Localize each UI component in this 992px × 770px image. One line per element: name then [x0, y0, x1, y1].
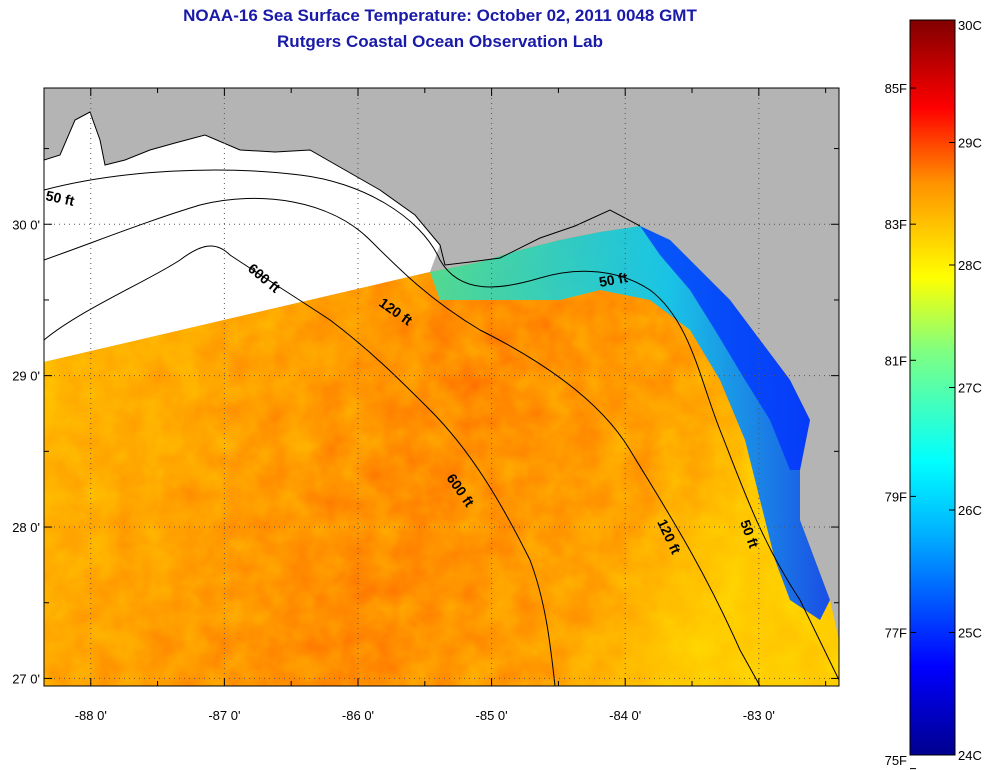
x-tick-label: -85 0'	[476, 708, 508, 723]
x-tick-label: -84 0'	[609, 708, 641, 723]
colorbar-fahrenheit-label: 79F	[885, 489, 907, 504]
colorbar-celsius-label: 26C	[958, 503, 982, 518]
colorbar-fahrenheit-label: 81F	[885, 353, 907, 368]
colorbar-fahrenheit-label: 75F	[885, 753, 907, 768]
contour-label-50ft-north: 50 ft	[598, 269, 629, 290]
x-tick-label: -86 0'	[342, 708, 374, 723]
y-tick-label: 27 0'	[12, 671, 40, 686]
y-tick-label: 29 0'	[12, 369, 40, 384]
colorbar-celsius-label: 30C	[958, 18, 982, 33]
x-tick-label: -83 0'	[743, 708, 775, 723]
y-tick-label: 28 0'	[12, 520, 40, 535]
colorbar-labels: 30C 29C 28C 27C 26C 25C 24C 85F 83F 81F 79F 77F 75F	[885, 18, 982, 770]
colorbar-celsius-label: 25C	[958, 626, 982, 641]
colorbar-celsius-label: 27C	[958, 381, 982, 396]
no-data-region	[44, 112, 440, 362]
x-tick-label: -88 0'	[75, 708, 107, 723]
coastline	[44, 111, 641, 266]
colorbar	[909, 19, 956, 756]
colorbar-celsius-label: 28C	[958, 258, 982, 273]
colorbar-fahrenheit-label: 85F	[885, 81, 907, 96]
x-axis-labels: -88 0' -87 0' -86 0' -85 0' -84 0' -83 0'	[75, 708, 775, 723]
map-subtitle: Rutgers Coastal Ocean Observation Lab	[277, 32, 603, 51]
y-axis-labels: 30 0' 29 0' 28 0' 27 0'	[12, 217, 40, 686]
colorbar-fahrenheit-label: 83F	[885, 217, 907, 232]
axis-ticks	[44, 88, 839, 686]
map-frame	[43, 87, 840, 687]
y-tick-label: 30 0'	[12, 217, 40, 232]
x-tick-label: -87 0'	[208, 708, 240, 723]
colorbar-fahrenheit-label: 77F	[885, 626, 907, 641]
colorbar-celsius-label: 24C	[958, 748, 982, 763]
depth-contours	[44, 169, 839, 686]
map-title: NOAA-16 Sea Surface Temperature: October…	[183, 6, 697, 25]
contour-label-50ft-west: 50 ft	[44, 187, 76, 209]
colorbar-celsius-label: 29C	[958, 136, 982, 151]
